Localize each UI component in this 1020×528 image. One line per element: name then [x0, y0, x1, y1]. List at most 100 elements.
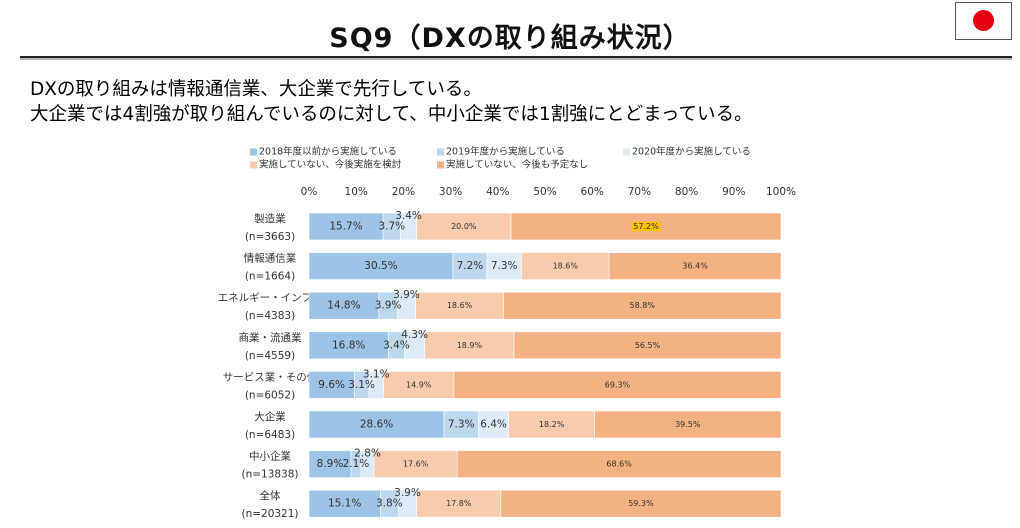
x-tick-label: 100% — [766, 186, 796, 198]
summary-line-1: DXの取り組みは情報通信業、大企業で先行している。 — [30, 79, 482, 100]
data-label: 69.3% — [605, 380, 631, 389]
bar-segment-series-1 — [308, 331, 389, 360]
legend-label: 実施していない、今後も予定なし — [446, 159, 588, 171]
bar-segment-series-1 — [308, 450, 352, 478]
bar-segment-series-4 — [383, 371, 455, 399]
category-label: 中小企業 — [249, 450, 291, 463]
summary-line-2: 大企業では4割強が取り組んでいるのに対して、中小企業では1割強にとどまっている。 — [30, 104, 753, 125]
data-label: 16.8% — [332, 339, 365, 351]
data-label: 3.4% — [383, 339, 410, 351]
data-label: 14.9% — [406, 380, 432, 389]
category-label: 全体 — [260, 489, 281, 502]
page-title: SQ9（DXの取り組み状況） — [329, 23, 691, 54]
bar-row: 情報通信業 (n=1664) — [244, 252, 782, 283]
legend-swatch — [623, 148, 630, 156]
data-label: 18.2% — [539, 420, 565, 429]
bar-segment-series-1 — [308, 252, 454, 280]
category-sample-size: (n=13838) — [241, 469, 298, 481]
data-label: 3.9% — [375, 300, 402, 312]
data-label: 18.9% — [457, 341, 483, 350]
data-label: 20.0% — [451, 222, 477, 231]
data-label: 59.3% — [628, 499, 654, 508]
bar-segment-series-4 — [508, 410, 595, 439]
data-label: 17.6% — [403, 460, 429, 469]
data-label: 8.9% — [317, 458, 344, 470]
data-label: 15.7% — [329, 221, 362, 233]
data-label: 57.2% — [633, 222, 659, 231]
x-tick-label: 90% — [722, 186, 745, 198]
bar-segment-series-5 — [608, 252, 782, 280]
data-label: 3.9% — [393, 289, 420, 301]
data-label: 39.5% — [675, 420, 701, 429]
data-label: 3.1% — [363, 368, 390, 380]
x-tick-label: 80% — [675, 186, 698, 198]
category-label: 情報通信業 — [244, 252, 297, 265]
stacked-bar-chart: 2018年度以前から実施している 2019年度から実施している 2020年度から実施… — [218, 146, 796, 521]
data-label: 6.4% — [480, 419, 507, 431]
category-label: 大企業 — [254, 410, 286, 423]
x-axis: 0% 10% 20% 30% 40% 50% 60% 70% 80% 90% 100% — [301, 186, 796, 198]
data-label: 3.4% — [395, 210, 422, 222]
data-label: 18.6% — [553, 262, 579, 271]
legend-label: 2018年度以前から実施している — [259, 146, 397, 158]
legend-item: 2018年度以前から実施している — [250, 146, 397, 158]
data-label: 7.2% — [457, 260, 484, 272]
x-tick-label: 60% — [581, 186, 604, 198]
legend-item: 実施していない、今後実施を検討 — [250, 159, 402, 171]
data-labels: 15.7% 3.7%3.4%20.0% 57.2%30.5% 7.2% 7.3% 18.6… — [317, 210, 709, 510]
x-tick-label: 50% — [533, 186, 556, 198]
bar-segment-series-5 — [453, 371, 782, 399]
legend-label: 2019年度から実施している — [446, 146, 565, 158]
data-label: 36.4% — [682, 262, 708, 271]
bar-segment-series-5 — [503, 291, 782, 320]
category-sample-size: (n=1664) — [245, 271, 295, 283]
data-label: 3.8% — [376, 498, 403, 510]
bar-segment-series-1 — [308, 212, 384, 241]
bar-segment-series-5 — [513, 331, 782, 360]
bar-segment-series-1 — [308, 371, 355, 399]
legend-item: 2019年度から実施している — [437, 146, 565, 158]
highlight-box — [631, 221, 661, 232]
data-label: 15.1% — [328, 498, 361, 510]
bar-row: 製造業 (n=3663) — [245, 212, 782, 243]
data-label: 30.5% — [364, 260, 397, 272]
title-underline — [20, 56, 1012, 58]
bar-segment-series-5 — [500, 489, 782, 518]
legend-item: 2020年度から実施している — [623, 146, 751, 158]
x-tick-label: 30% — [439, 186, 462, 198]
data-label: 28.6% — [360, 419, 393, 431]
bar-row: 中小企業 (n=13838) — [241, 450, 782, 481]
legend-item: 実施していない、今後も予定なし — [437, 159, 588, 171]
category-label: 商業・流通業 — [239, 331, 302, 344]
legend-swatch — [250, 161, 257, 169]
bar-row: 大企業 (n=6483) — [245, 410, 782, 441]
data-label: 4.3% — [401, 329, 428, 341]
data-label: 2.8% — [354, 448, 381, 460]
category-label: サービス業・その他 — [223, 370, 318, 383]
bar-row: エネルギー・インフラ (n=4383) — [218, 291, 782, 322]
category-sample-size: (n=3663) — [245, 231, 295, 243]
data-label: 17.8% — [446, 499, 472, 508]
category-sample-size: (n=20321) — [241, 508, 298, 520]
bar-segment-series-5 — [456, 450, 782, 478]
bar-segment-series-4 — [415, 291, 504, 320]
bars: 製造業 (n=3663) 情報通信業 (n=1664) エネルギー・インフラ (n=438… — [218, 212, 782, 520]
x-tick-label: 10% — [345, 186, 368, 198]
bar-segment-series-5 — [594, 410, 782, 439]
x-tick-label: 70% — [628, 186, 651, 198]
data-label: 9.6% — [318, 379, 345, 391]
data-label: 7.3% — [448, 419, 475, 431]
data-label: 14.8% — [327, 300, 360, 312]
bar-segment-series-3 — [478, 410, 509, 439]
legend-label: 2020年度から実施している — [632, 146, 751, 158]
bar-row: サービス業・その他 (n=6052) — [223, 370, 782, 401]
bar-row: 全体 (n=20321) — [241, 489, 782, 520]
data-label: 3.1% — [348, 379, 375, 391]
bar-segment-series-3 — [486, 252, 522, 280]
category-sample-size: (n=4383) — [245, 310, 295, 322]
category-label: エネルギー・インフラ — [218, 292, 323, 304]
data-label: 18.6% — [447, 301, 473, 310]
data-label: 3.9% — [394, 487, 421, 499]
legend-swatch — [437, 148, 444, 156]
